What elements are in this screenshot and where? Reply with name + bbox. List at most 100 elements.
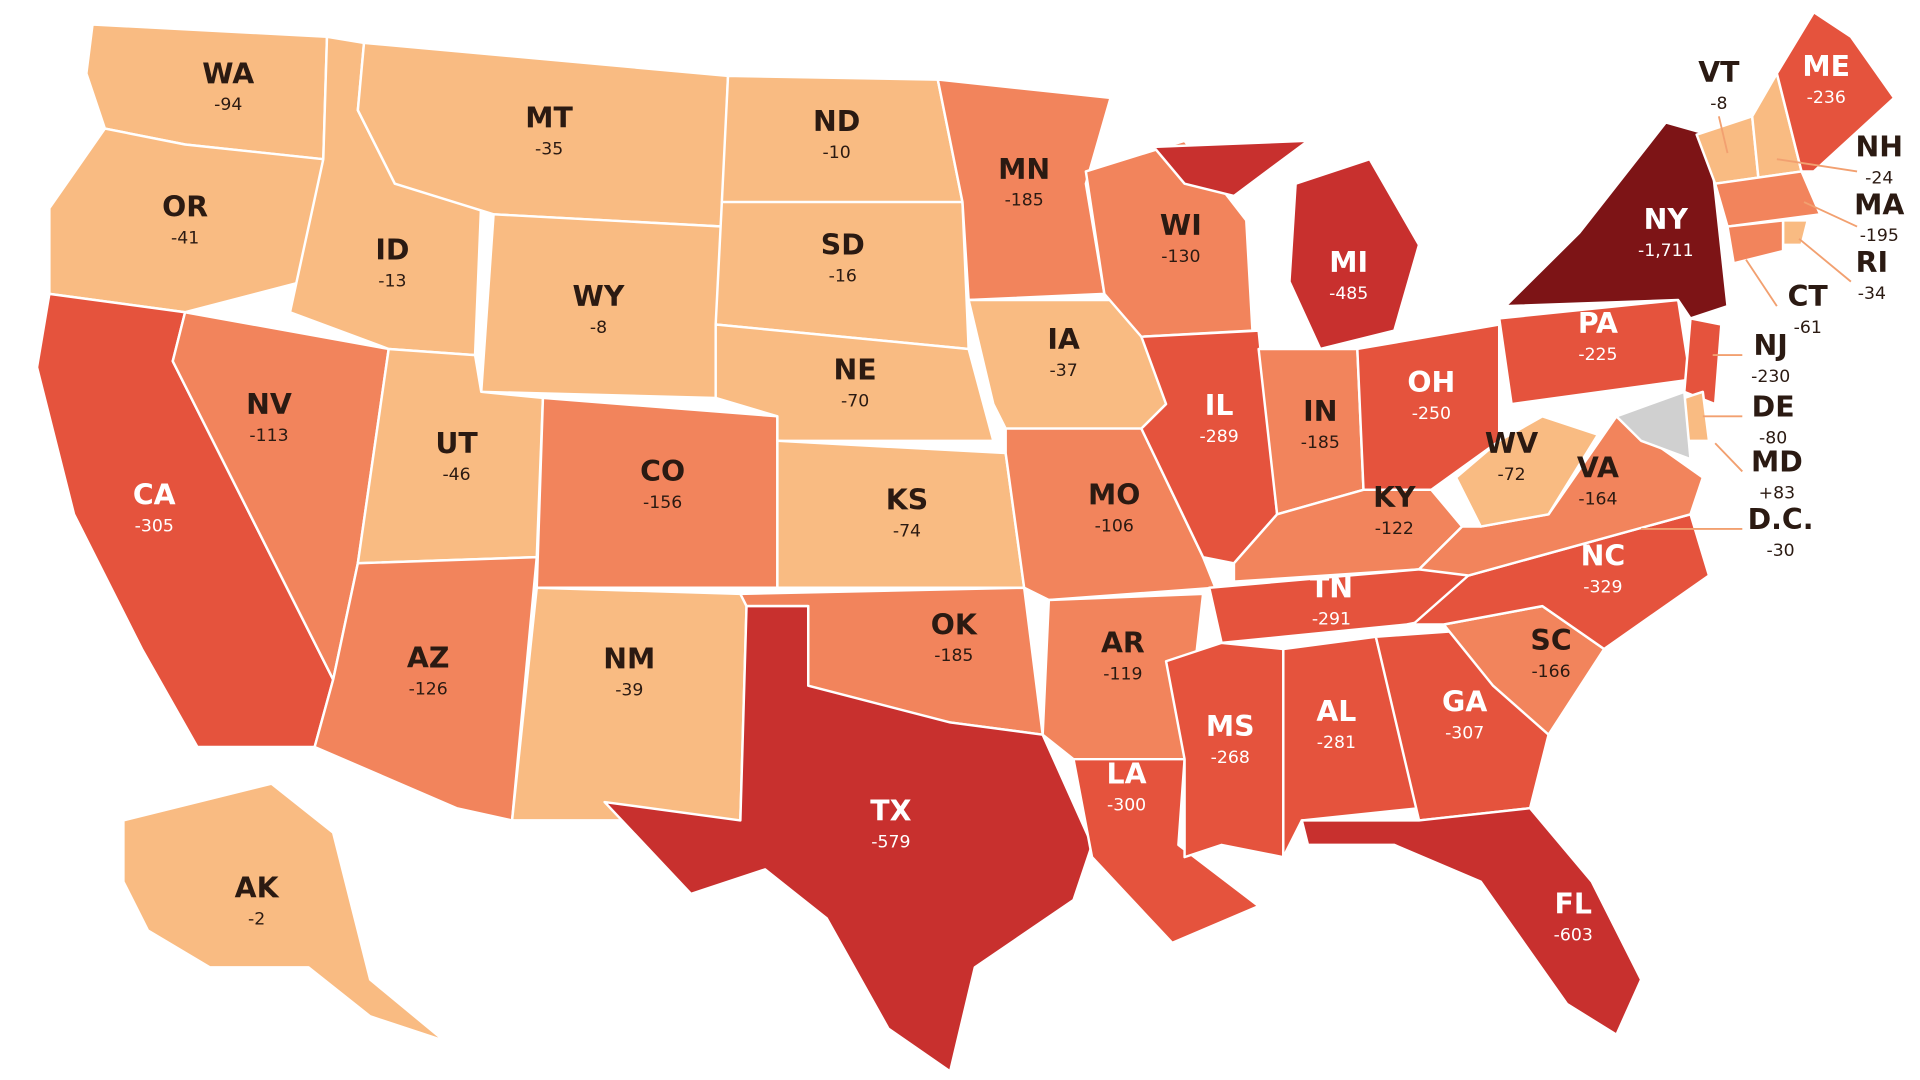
state-abbr: WI [1160,209,1202,242]
state-value: -185 [1005,191,1044,211]
leader-line [1714,442,1743,473]
state-shape [1615,390,1692,461]
state-abbr: ID [375,234,409,267]
state-value: -185 [1301,433,1340,453]
state-abbr: NH [1856,131,1903,164]
state-value: -130 [1161,247,1200,267]
state-abbr: OH [1407,366,1455,399]
state-value: -268 [1211,748,1250,768]
state-value: -126 [409,679,448,699]
state-value: -281 [1317,733,1356,753]
state-value: -46 [442,465,470,485]
state-value: -2 [248,910,265,930]
state-abbr: SD [821,229,865,262]
state-value: -307 [1445,723,1484,743]
state-shape [1713,170,1822,228]
state-abbr: KS [886,483,928,516]
state-value: -80 [1759,428,1787,448]
state-abbr: MO [1088,479,1140,512]
state-abbr: NV [246,388,292,421]
state-abbr: MS [1206,710,1255,743]
state-value: -166 [1531,662,1570,682]
state-value: -1,711 [1638,241,1694,261]
state-abbr: IA [1047,323,1080,356]
state-shape [1257,347,1365,516]
state-abbr: PA [1578,307,1618,340]
state-shape [1454,415,1600,528]
state-abbr: CT [1788,280,1829,313]
state-abbr: NM [603,643,655,676]
state-value: -329 [1583,578,1622,598]
state-abbr: GA [1442,686,1487,719]
state-value: -30 [1766,541,1794,561]
state-abbr: TX [870,795,911,828]
state-value: -35 [535,139,563,159]
leader-line [1745,259,1778,307]
state-shape [1726,219,1785,265]
state-value: -24 [1865,169,1893,189]
state-abbr: MI [1329,246,1368,279]
state-value: -579 [871,832,910,852]
state-value: -485 [1329,284,1368,304]
state-value: -250 [1412,404,1451,424]
state-value: -41 [171,229,199,249]
state-abbr: AZ [407,641,450,674]
state-shape [1288,157,1421,351]
state-value: -74 [893,521,921,541]
state-labels: WA -94 OR -41 CA -305 NV -113 ID -13 MT -35 WY -8 UT -4… [133,50,1905,945]
state-value: -156 [643,493,682,513]
leader-line [1803,201,1858,228]
state-value: -34 [1858,284,1886,304]
state-shape [1683,317,1723,406]
state-abbr: AK [235,872,280,905]
state-abbr: KY [1373,481,1416,514]
state-shape [1152,139,1310,198]
state-value: -122 [1375,519,1414,539]
state-shape [1232,488,1464,583]
state-abbr: ND [813,105,860,138]
state-shape [603,604,1094,1073]
state-abbr: AR [1101,627,1145,660]
state-value: -305 [135,516,174,536]
state-shape [1300,806,1643,1036]
state-value: -61 [1794,318,1822,338]
state-value: -185 [934,646,973,666]
state-value: -16 [829,267,857,287]
state-value: -72 [1497,465,1525,485]
state-value: -10 [823,143,851,163]
state-value: -289 [1200,427,1239,447]
state-value: -106 [1095,516,1134,536]
state-abbr: NY [1644,203,1689,236]
state-shape [122,782,446,1043]
state-value: -291 [1312,610,1351,630]
state-abbr: MA [1854,188,1904,221]
state-abbr: MT [525,101,573,134]
state-abbr: VT [1698,56,1740,89]
state-value: -603 [1554,925,1593,945]
state-value: -70 [841,392,869,412]
state-abbr: VA [1577,452,1619,485]
state-shape [510,586,748,822]
state-abbr: OR [162,191,208,224]
state-abbr: TN [1310,572,1353,605]
state-abbr: IL [1205,389,1234,422]
state-value: -164 [1578,490,1617,510]
state-abbr: ME [1802,50,1850,83]
state-shape [1282,635,1421,859]
state-value: -195 [1860,226,1899,246]
state-abbr: WA [202,57,254,90]
state-abbr: CA [133,479,176,512]
state-abbr: NE [834,354,877,387]
state-value: -300 [1107,796,1146,816]
state-shape [1356,323,1501,492]
leader-line [1717,116,1729,154]
state-value: -119 [1103,665,1142,685]
leader-line [1798,238,1852,283]
state-abbr: OK [931,608,978,641]
state-abbr: SC [1530,624,1571,657]
state-value: -39 [615,681,643,701]
state-abbr: NC [1581,540,1626,573]
state-value: -225 [1578,345,1617,365]
